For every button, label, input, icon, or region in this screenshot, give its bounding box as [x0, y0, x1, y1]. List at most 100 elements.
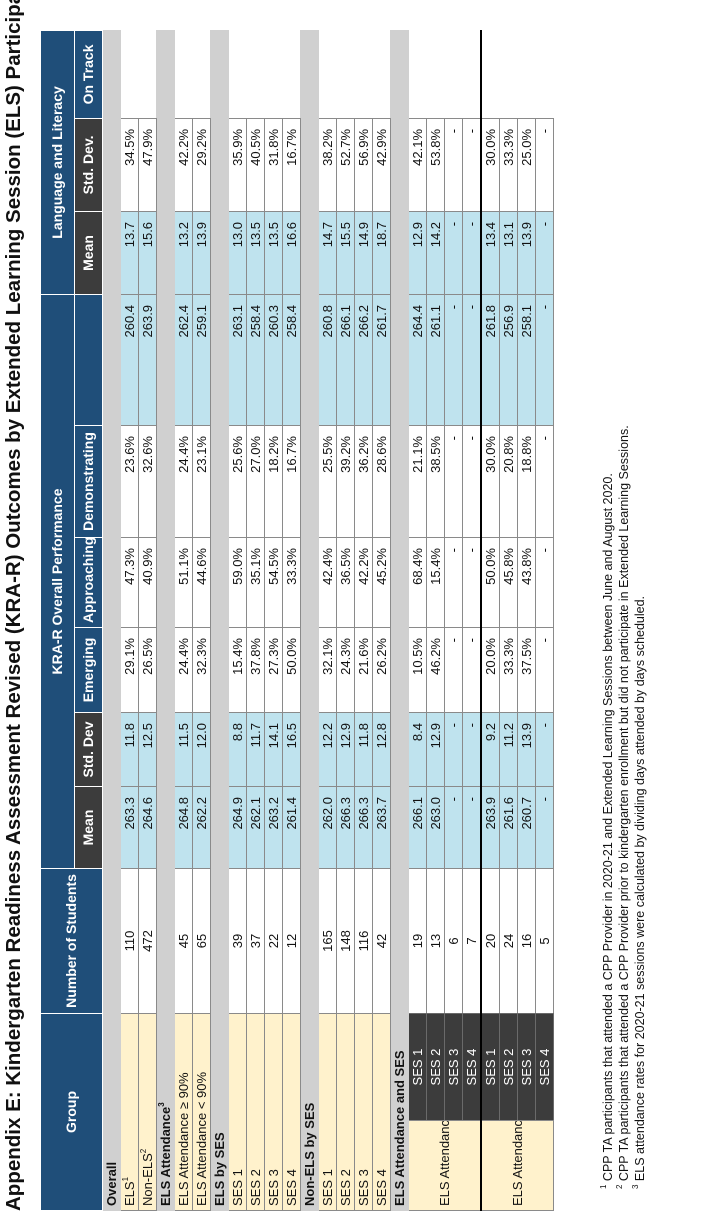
cell-sd: 16.5	[282, 712, 301, 787]
table-row: SES 1 165 262.0 12.2 32.1% 42.4% 25.5% 260.8 14.…	[318, 30, 337, 1211]
cell-n: 39	[228, 868, 247, 1014]
cell-ap: 42.4%	[318, 537, 337, 628]
cell-n: 45	[174, 868, 193, 1014]
cell-ap: 54.5%	[264, 537, 283, 628]
cell-em: 24.3%	[336, 627, 355, 713]
table-row: ELS Attendance < 90% SES 1 20 263.9 9.2 20.0%…	[481, 30, 554, 1211]
cell-ap: 43.8%	[517, 537, 536, 628]
group-label: ELS Attendance ≥ 90%	[408, 1120, 481, 1211]
cell-ap: 40.9%	[138, 537, 157, 628]
cell-n: 165	[318, 868, 337, 1014]
cell-ll_mean: 259.1	[192, 294, 211, 426]
cell-em: 21.6%	[354, 627, 373, 713]
cell-ll_sd: -	[535, 211, 554, 295]
cell-em: 15.4%	[228, 627, 247, 713]
cell-mean: 261.4	[282, 786, 301, 869]
cell-ll_mean: 263.1	[228, 294, 247, 426]
group-label: ELS Attendance < 90%	[481, 1120, 554, 1211]
cell-em: 32.3%	[192, 627, 211, 713]
cell-sd: 12.0	[192, 712, 211, 787]
cell-ll_sd: -	[462, 211, 481, 295]
footnote-2: 2 CPP TA participants that attended a CP…	[615, 425, 631, 1189]
cell-ot: 53.8%	[426, 118, 445, 212]
cell-ot: 25.0%	[517, 118, 536, 212]
cell-de: 30.0%	[481, 425, 500, 538]
cell-n: 148	[336, 868, 355, 1014]
cell-ll_sd: 13.5	[264, 211, 283, 295]
footnotes: 1 CPP TA participants that attended a CP…	[599, 425, 648, 1189]
cell-ap: 47.3%	[120, 537, 139, 628]
cell-de: 24.4%	[174, 425, 193, 538]
cell-sd: 8.4	[408, 712, 427, 787]
mean-header: Mean	[74, 786, 103, 869]
cell-de: 23.1%	[192, 425, 211, 538]
table-row: SES 2 37 262.1 11.7 37.8% 35.1% 27.0% 258.4 13.5…	[246, 30, 265, 1211]
cell-ot: 30.0%	[481, 118, 500, 212]
cell-mean: 262.0	[318, 786, 337, 869]
cell-sd: -	[462, 712, 481, 787]
cell-ot: 42.2%	[174, 118, 193, 212]
cell-n: 16	[517, 868, 536, 1014]
cell-ap: -	[444, 537, 463, 628]
cell-de: 25.6%	[228, 425, 247, 538]
cell-mean: -	[462, 786, 481, 869]
cell-ll_sd: 13.9	[517, 211, 536, 295]
row-label: ELS Attendance ≥ 90%	[174, 1013, 193, 1211]
cell-de: -	[535, 425, 554, 538]
cell-em: -	[444, 627, 463, 713]
cell-de: 23.6%	[120, 425, 139, 538]
cell-ll_mean: 260.8	[318, 294, 337, 426]
cell-mean: 264.9	[228, 786, 247, 869]
cell-sd: 11.2	[499, 712, 518, 787]
section-label: ELS Attendance3	[156, 30, 175, 1211]
ses-label: SES 1	[481, 1013, 500, 1121]
row-label: SES 2	[336, 1013, 355, 1211]
cell-de: 36.2%	[354, 425, 373, 538]
cell-n: 42	[372, 868, 391, 1014]
cell-ll_mean: 260.3	[264, 294, 283, 426]
num-students-header: Number of Students	[40, 868, 103, 1014]
row-label: SES 1	[228, 1013, 247, 1211]
demonstrating-header: Demonstrating	[74, 425, 103, 538]
cell-mean: 266.3	[336, 786, 355, 869]
row-label: SES 4	[372, 1013, 391, 1211]
cell-ll_mean: 260.4	[120, 294, 139, 426]
cell-em: 20.0%	[481, 627, 500, 713]
table-row: Non-ELS2 472 264.6 12.5 26.5% 40.9% 32.6% 263.9…	[138, 30, 157, 1211]
table-row: ELS Attendance < 90% 65 262.2 12.0 32.3% 44.6…	[192, 30, 211, 1211]
cell-ot: 34.5%	[120, 118, 139, 212]
cell-mean: 260.7	[517, 786, 536, 869]
cell-sd: 12.9	[426, 712, 445, 787]
cell-em: -	[535, 627, 554, 713]
ses-label: SES 2	[426, 1013, 445, 1121]
cell-em: 29.1%	[120, 627, 139, 713]
cell-ot: -	[444, 118, 463, 212]
cell-n: 12	[282, 868, 301, 1014]
cell-em: 33.3%	[499, 627, 518, 713]
cell-ll_mean: 266.2	[354, 294, 373, 426]
cell-ot: 42.9%	[372, 118, 391, 212]
table-row: SES 1 39 264.9 8.8 15.4% 59.0% 25.6% 263.1 13.0 3…	[228, 30, 247, 1211]
table-row: ELS1 110 263.3 11.8 29.1% 47.3% 23.6% 260.4 13.7…	[120, 30, 139, 1211]
cell-ll_sd: 13.2	[174, 211, 193, 295]
table-row: SES 3 16 260.7 13.9 37.5% 43.8% 18.8% 258.1 13.9…	[517, 30, 536, 1210]
row-label: SES 1	[318, 1013, 337, 1211]
cell-ot: 47.9%	[138, 118, 157, 212]
row-label: ELS1	[120, 1013, 139, 1211]
cell-ll_sd: 15.5	[336, 211, 355, 295]
cell-ot: 35.9%	[228, 118, 247, 212]
cell-em: 26.2%	[372, 627, 391, 713]
table-row: SES 4 12 261.4 16.5 50.0% 33.3% 16.7% 258.4 16.6…	[282, 30, 301, 1211]
cell-ll_mean: 258.1	[517, 294, 536, 426]
cell-n: 110	[120, 868, 139, 1014]
cell-ap: 35.1%	[246, 537, 265, 628]
cell-n: 6	[444, 868, 463, 1014]
group-header: Group	[40, 1013, 103, 1211]
cell-ll_sd: 14.9	[354, 211, 373, 295]
section-label: Overall	[102, 30, 121, 1211]
table-row: SES 3 22 263.2 14.1 27.3% 54.5% 18.2% 260.3 13.5…	[264, 30, 283, 1211]
cell-ot: 31.8%	[264, 118, 283, 212]
cell-ot: -	[535, 118, 554, 212]
cell-de: 25.5%	[318, 425, 337, 538]
kra-overall-header: KRA-R Overall Performance	[40, 294, 75, 869]
